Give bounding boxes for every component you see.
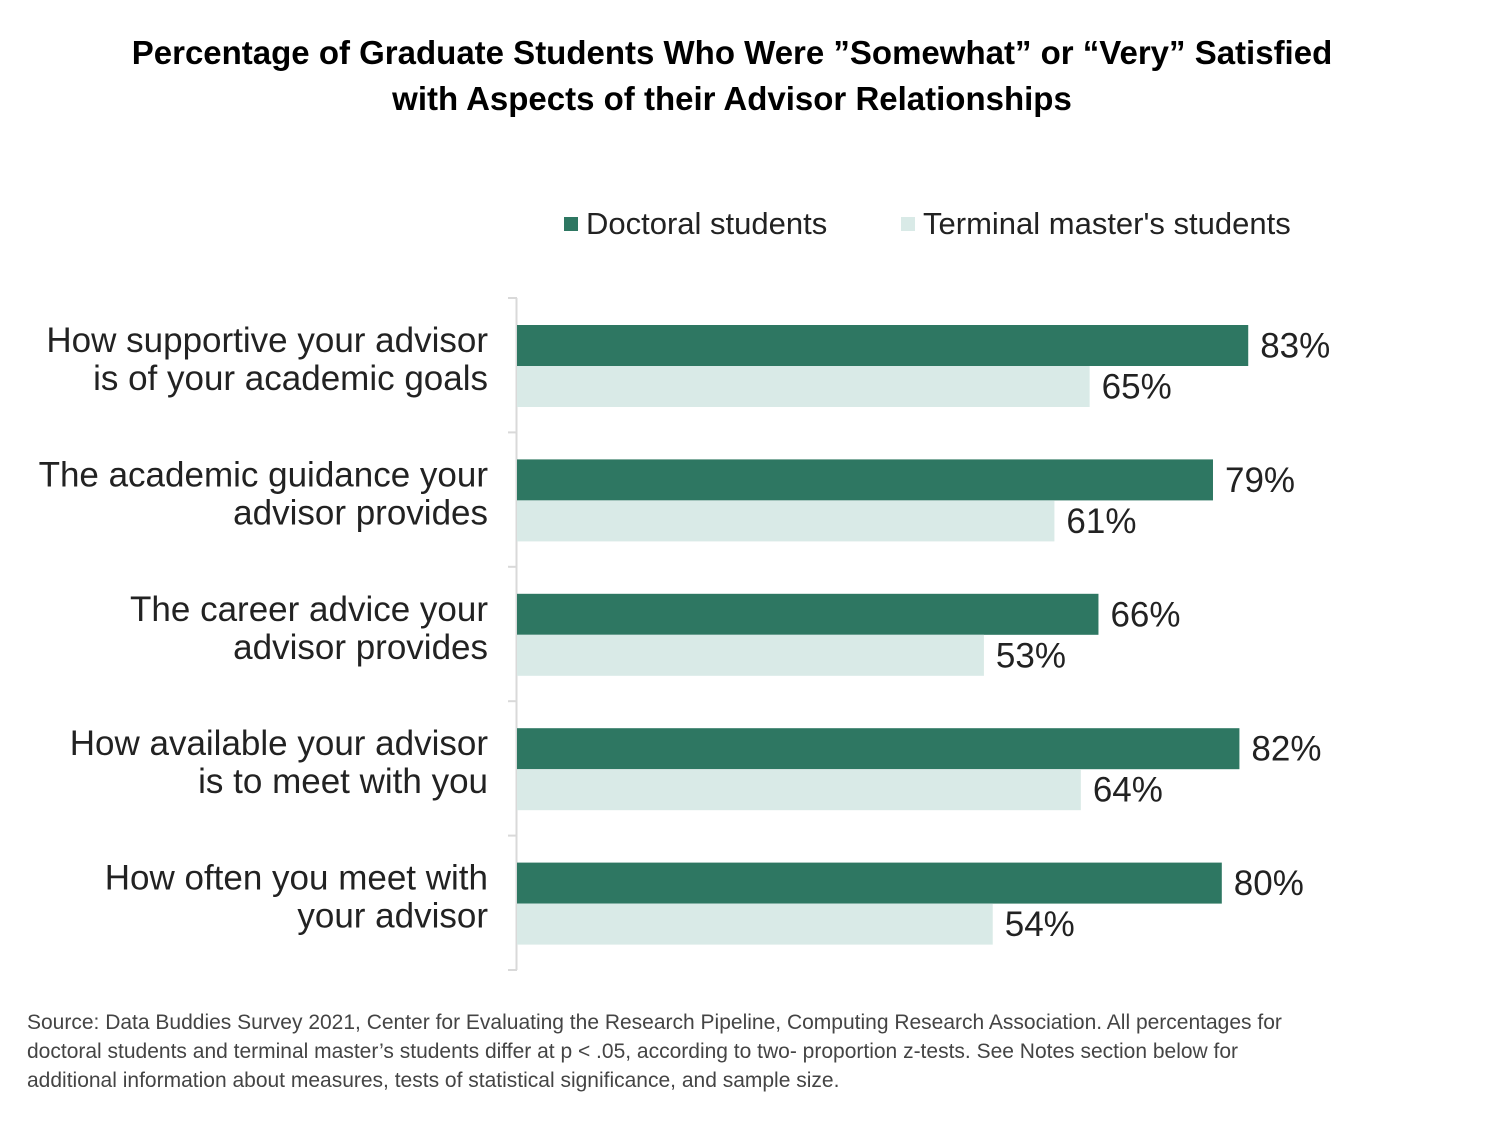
data-label: 83%: [1260, 327, 1330, 366]
bar-masters: [517, 903, 993, 945]
data-label: 65%: [1102, 368, 1172, 407]
legend-label-masters: Terminal master's students: [923, 206, 1291, 241]
bar-doctoral: [517, 593, 1099, 635]
bar-doctoral: [517, 862, 1222, 904]
chart-title-line-1: Percentage of Graduate Students Who Were…: [132, 34, 1333, 71]
data-label: 54%: [1005, 905, 1075, 944]
source-line-1: Source: Data Buddies Survey 2021, Center…: [27, 1011, 1282, 1034]
data-label: 64%: [1093, 771, 1163, 810]
source-note: Source: Data Buddies Survey 2021, Center…: [27, 1011, 1282, 1092]
source-line-3: additional information about measures, t…: [27, 1069, 839, 1092]
category-label: is of your academic goals: [93, 359, 488, 398]
legend-swatch-doctoral: [564, 217, 578, 231]
bar-doctoral: [517, 459, 1213, 501]
category-label: How supportive your advisor: [46, 321, 488, 360]
category-label: How often you meet with: [105, 859, 488, 898]
category-label: advisor provides: [233, 493, 488, 532]
data-label: 66%: [1110, 595, 1180, 634]
legend-swatch-masters: [901, 217, 915, 231]
bar-doctoral: [517, 728, 1240, 770]
bar-doctoral: [517, 325, 1249, 366]
data-label: 80%: [1234, 864, 1304, 903]
bar-masters: [517, 366, 1090, 407]
category-label: How available your advisor: [70, 724, 489, 763]
data-label: 82%: [1251, 730, 1321, 769]
category-label: advisor provides: [233, 628, 488, 667]
data-label: 79%: [1225, 461, 1295, 500]
bars: 83% 65% 79% 61% 66% 53% 82% 64% 80% 54%: [517, 325, 1330, 945]
category-label: is to meet with you: [198, 762, 488, 801]
bar-masters: [517, 634, 984, 676]
legend: Doctoral students Terminal master's stud…: [564, 206, 1291, 241]
source-line-2: doctoral students and terminal master’s …: [27, 1040, 1238, 1063]
data-label: 53%: [996, 636, 1066, 675]
data-label: 61%: [1066, 502, 1136, 541]
bar-masters: [517, 769, 1081, 811]
category-label: The career advice your: [130, 590, 488, 629]
legend-label-doctoral: Doctoral students: [586, 206, 827, 241]
category-label: The academic guidance your: [39, 455, 489, 494]
category-label: your advisor: [297, 897, 488, 936]
bar-masters: [517, 500, 1055, 542]
y-axis: [508, 297, 518, 971]
chart-title-line-2: with Aspects of their Advisor Relationsh…: [391, 80, 1072, 117]
